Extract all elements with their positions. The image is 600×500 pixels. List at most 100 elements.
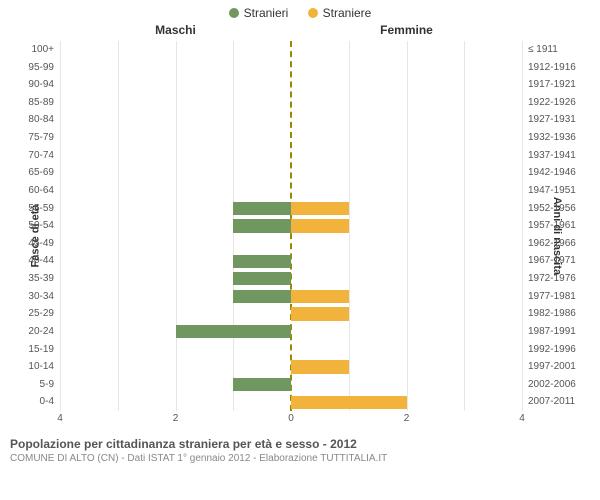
bar-pair [60,219,522,232]
birth-year-label: 1912-1916 [522,59,576,77]
chart-row: 5-92002-2006 [60,376,522,394]
bar-pair [60,184,522,197]
chart-subtitle: COMUNE DI ALTO (CN) - Dati ISTAT 1° genn… [10,453,590,464]
bar-pair [60,396,522,409]
birth-year-label: 1967-1971 [522,252,576,270]
age-label: 45-49 [28,235,60,253]
chart-row: 20-241987-1991 [60,323,522,341]
bar-male [233,378,291,391]
birth-year-label: 2007-2011 [522,393,575,411]
bar-pair [60,290,522,303]
bar-pair [60,202,522,215]
birth-year-label: 1992-1996 [522,341,576,359]
birth-year-label: 1962-1966 [522,235,576,253]
bar-pair [60,343,522,356]
bar-pair [60,272,522,285]
chart-row: 95-991912-1916 [60,59,522,77]
chart-footer: Popolazione per cittadinanza straniera p… [0,431,600,464]
bar-male [233,219,291,232]
bar-pair [60,167,522,180]
chart-row: 40-441967-1971 [60,252,522,270]
age-label: 30-34 [28,288,60,306]
x-tick-label: 2 [404,413,410,424]
chart-row: 80-841927-1931 [60,111,522,129]
age-label: 100+ [31,41,60,59]
chart-row: 85-891922-1926 [60,94,522,112]
birth-year-label: 1977-1981 [522,288,576,306]
bar-pair [60,360,522,373]
bar-male [233,202,291,215]
bar-female [291,219,349,232]
legend-label-female: Straniere [323,6,372,20]
x-tick-label: 4 [519,413,525,424]
age-label: 80-84 [28,111,60,129]
chart-row: 45-491962-1966 [60,235,522,253]
bar-male [176,325,292,338]
age-label: 65-69 [28,164,60,182]
bar-pair [60,61,522,74]
birth-year-label: 1932-1936 [522,129,576,147]
legend-label-male: Stranieri [244,6,289,20]
birth-year-label: 1997-2001 [522,358,576,376]
age-label: 95-99 [28,59,60,77]
birth-year-label: 1957-1961 [522,217,576,235]
chart-row: 0-42007-2011 [60,393,522,411]
chart-row: 50-541957-1961 [60,217,522,235]
birth-year-label: ≤ 1911 [522,41,558,59]
bar-female [291,396,407,409]
chart-row: 70-741937-1941 [60,147,522,165]
bar-pair [60,43,522,56]
bar-pair [60,96,522,109]
legend-item-female: Straniere [308,6,372,20]
birth-year-label: 1982-1986 [522,305,576,323]
age-label: 90-94 [28,76,60,94]
bar-male [233,255,291,268]
chart-area: Fasce di età Anni di nascita 100+≤ 19119… [0,41,600,431]
bar-female [291,307,349,320]
birth-year-label: 1927-1931 [522,111,576,129]
chart-row: 100+≤ 1911 [60,41,522,59]
age-label: 15-19 [28,341,60,359]
birth-year-label: 1952-1956 [522,200,576,218]
bar-pair [60,149,522,162]
chart-row: 55-591952-1956 [60,200,522,218]
bar-pair [60,255,522,268]
bar-pair [60,378,522,391]
chart-row: 60-641947-1951 [60,182,522,200]
age-label: 50-54 [28,217,60,235]
legend-swatch-male [229,8,239,18]
bar-female [291,202,349,215]
chart-row: 35-391972-1976 [60,270,522,288]
birth-year-label: 2002-2006 [522,376,576,394]
panel-titles: Maschi Femmine [0,23,600,41]
age-label: 35-39 [28,270,60,288]
age-label: 0-4 [40,393,60,411]
bar-female [291,290,349,303]
x-axis: 42024 [60,411,522,431]
birth-year-label: 1922-1926 [522,94,576,112]
age-label: 85-89 [28,94,60,112]
age-label: 20-24 [28,323,60,341]
chart-row: 90-941917-1921 [60,76,522,94]
age-label: 25-29 [28,305,60,323]
chart-row: 10-141997-2001 [60,358,522,376]
birth-year-label: 1942-1946 [522,164,576,182]
age-label: 5-9 [40,376,60,394]
bar-male [233,272,291,285]
bar-pair [60,307,522,320]
chart-row: 25-291982-1986 [60,305,522,323]
chart-row: 65-691942-1946 [60,164,522,182]
legend: Stranieri Straniere [0,0,600,23]
birth-year-label: 1947-1951 [522,182,576,200]
birth-year-label: 1987-1991 [522,323,576,341]
legend-item-male: Stranieri [229,6,289,20]
birth-year-label: 1917-1921 [522,76,576,94]
bar-pair [60,325,522,338]
bar-male [233,290,291,303]
age-label: 10-14 [28,358,60,376]
birth-year-label: 1937-1941 [522,147,576,165]
chart-row: 30-341977-1981 [60,288,522,306]
age-label: 40-44 [28,252,60,270]
age-label: 70-74 [28,147,60,165]
chart-row: 75-791932-1936 [60,129,522,147]
